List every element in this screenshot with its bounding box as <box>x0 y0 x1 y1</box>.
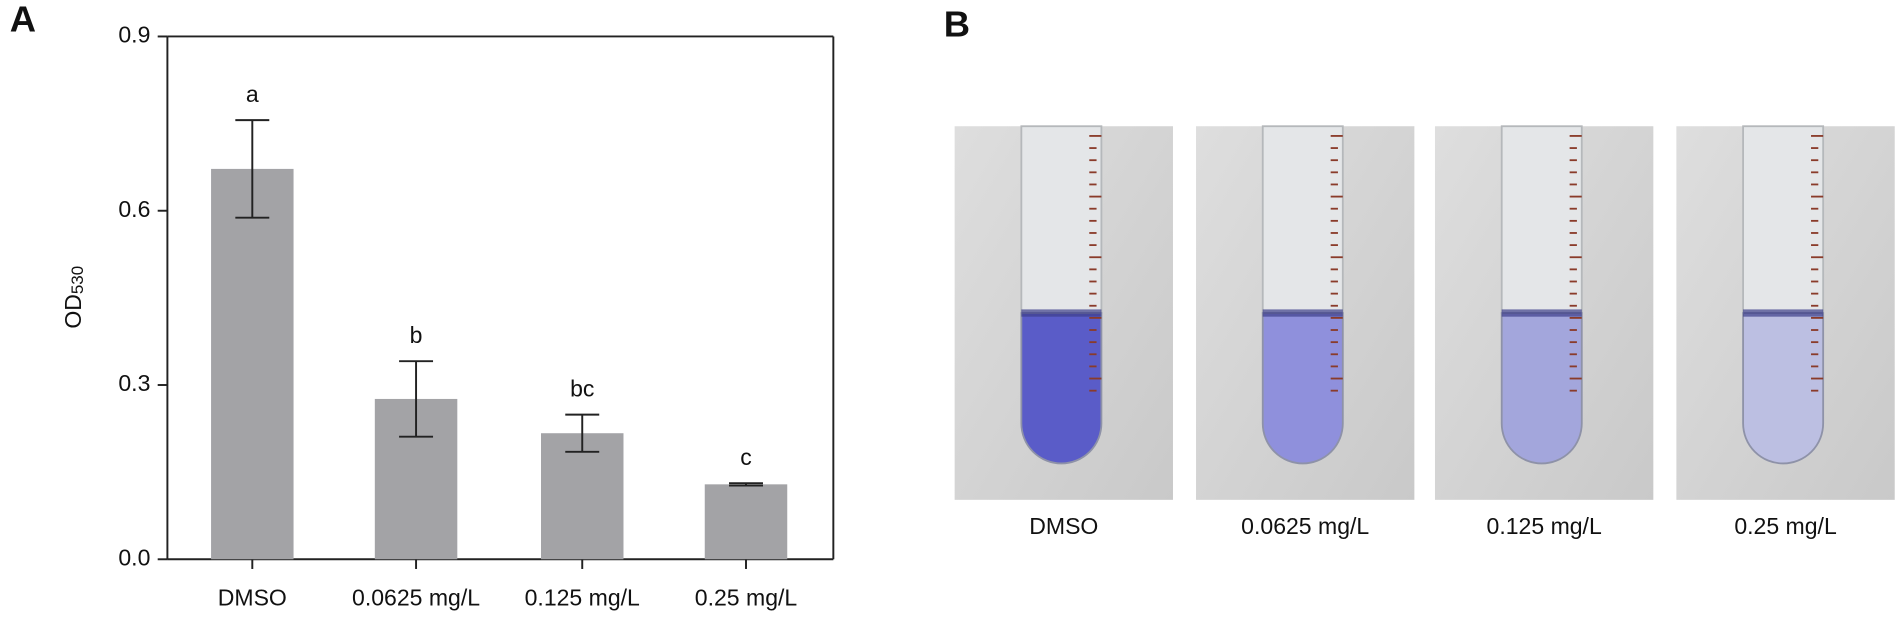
x-tick-label: 0.125 mg/L <box>525 584 640 610</box>
tube-liquid <box>1261 312 1344 465</box>
y-tick-label: 0.6 <box>118 196 150 222</box>
panel-label: B <box>944 3 970 44</box>
meniscus <box>1021 309 1102 317</box>
x-tick-label: 0.25 mg/L <box>695 584 798 610</box>
tube-liquid <box>1500 312 1583 465</box>
meniscus <box>1743 309 1824 317</box>
meniscus <box>1262 309 1343 317</box>
photo-caption: DMSO <box>1029 513 1098 539</box>
tube-liquid <box>1742 312 1825 465</box>
tube-glass <box>1020 125 1103 314</box>
y-tick-label: 0.0 <box>118 544 150 570</box>
tube-glass <box>1742 125 1825 314</box>
y-axis-label: OD530 <box>60 266 87 329</box>
meniscus <box>1501 309 1582 317</box>
tube-liquid <box>1020 312 1103 465</box>
annotation: a <box>246 81 259 107</box>
y-tick-label: 0.3 <box>118 370 150 396</box>
x-tick-label: DMSO <box>218 584 287 610</box>
photo-caption: 0.125 mg/L <box>1487 513 1602 539</box>
bar <box>541 433 624 560</box>
y-label-sub: 530 <box>68 266 87 294</box>
bar <box>704 484 788 560</box>
bar <box>211 168 294 560</box>
photos: DMSO 0.0625 mg/L 0.125 mg/L 0.25 mg/L <box>954 125 1895 539</box>
chart: 0.0 0.3 0.6 0.9 OD530 a DMSO b 0.0625 mg/L bc 0.12… <box>60 22 835 610</box>
annotation: b <box>410 322 423 348</box>
photo-caption: 0.25 mg/L <box>1734 513 1837 539</box>
annotation: c <box>740 444 752 470</box>
y-tick-label: 0.9 <box>118 22 150 48</box>
panel-label: A <box>10 0 36 40</box>
x-tick-label: 0.0625 mg/L <box>352 584 480 610</box>
tube-glass <box>1261 125 1344 314</box>
annotation: bc <box>570 375 594 401</box>
photo-caption: 0.0625 mg/L <box>1241 513 1369 539</box>
tube-glass <box>1500 125 1583 314</box>
y-label-main: OD <box>60 294 86 329</box>
